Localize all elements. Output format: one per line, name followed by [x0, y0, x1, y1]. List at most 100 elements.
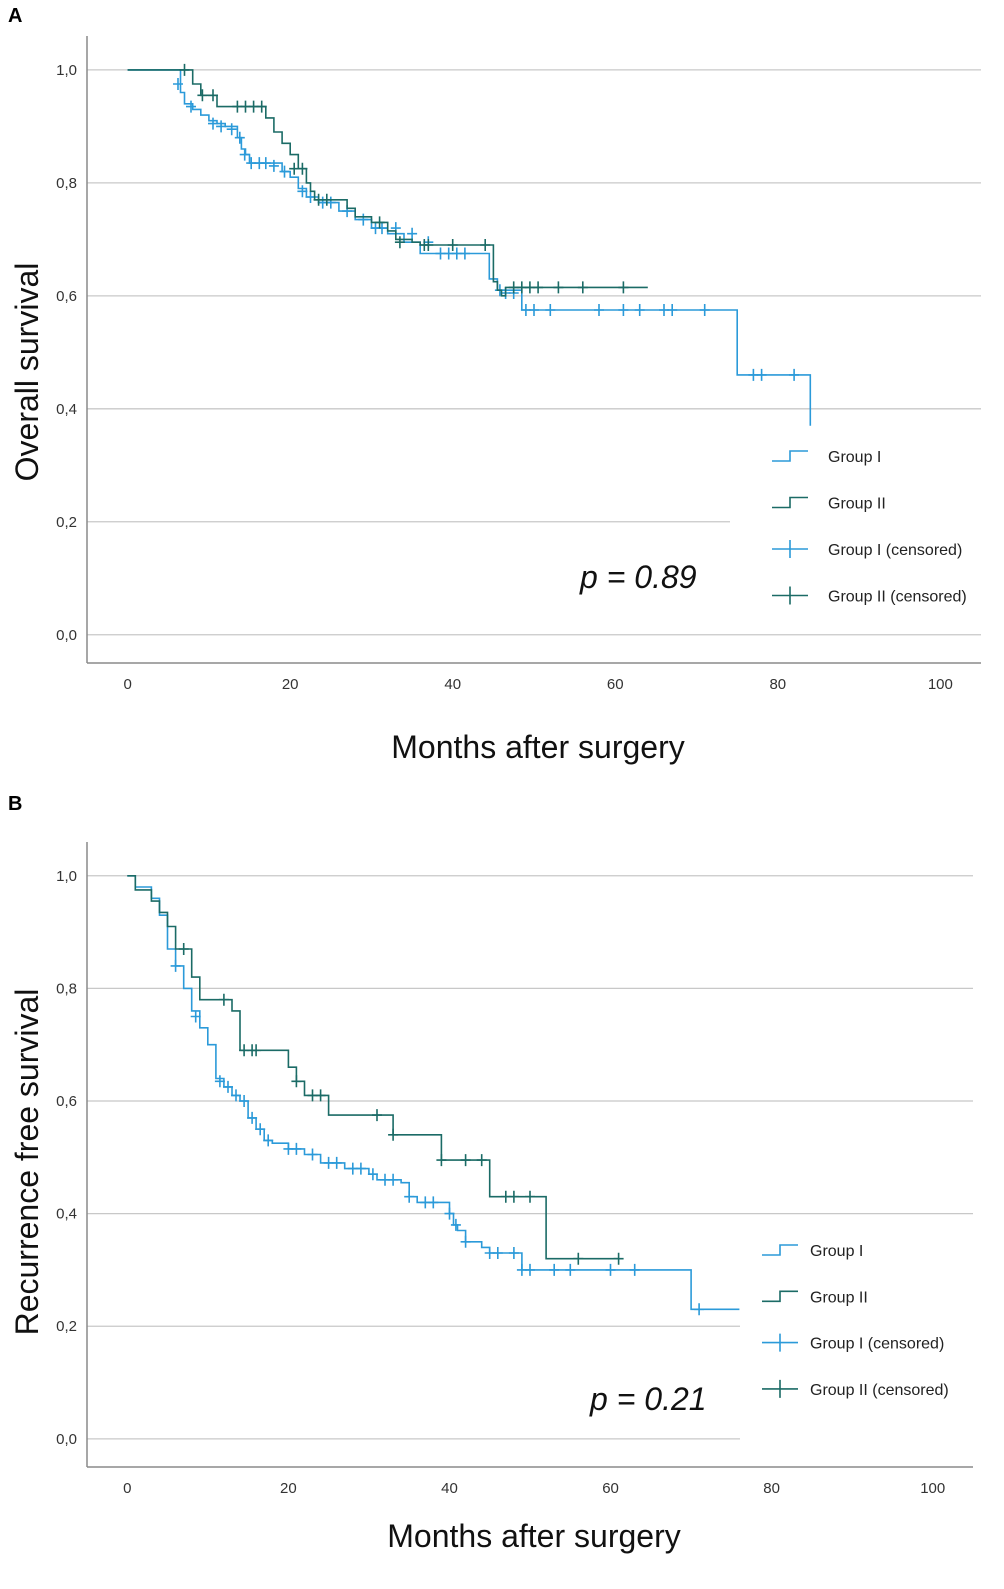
censor-mark: [480, 239, 491, 251]
y-tick-label: 0,6: [56, 1093, 77, 1110]
panel-a-curves: [127, 63, 812, 426]
censor-mark: [190, 1010, 201, 1023]
legend-item-group-2: Group II: [772, 496, 886, 513]
censor-mark: [525, 1190, 535, 1203]
legend-step-symbol-group-1: [772, 450, 808, 462]
censor-mark: [179, 63, 190, 76]
legend-item-group-2: Group II: [762, 1289, 868, 1306]
censor-mark: [618, 304, 629, 316]
x-tick-label: 80: [769, 676, 786, 693]
censor-mark: [667, 304, 678, 316]
legend-item-group-1-censored: Group I (censored): [772, 540, 962, 559]
censor-mark: [197, 89, 208, 102]
censor-mark: [508, 1190, 519, 1203]
panel-b-y-ticks: 0,0 0,2 0,4 0,6 0,8 1,0: [56, 868, 77, 1448]
km-curve-group-2: [127, 875, 619, 1260]
censor-mark: [508, 1247, 519, 1259]
censor-mark: [533, 281, 544, 294]
y-tick-label: 1,0: [56, 62, 77, 79]
censor-mark: [321, 193, 332, 206]
censor-mark: [214, 1075, 225, 1088]
panel-a-x-axis-title: Months after surgery: [391, 729, 684, 765]
censor-mark: [186, 100, 196, 113]
censor-mark: [436, 1154, 447, 1167]
x-tick-label: 20: [280, 1480, 297, 1497]
censor-mark: [374, 216, 385, 229]
censor-mark: [394, 236, 405, 249]
censor-mark: [315, 1089, 326, 1102]
x-tick-label: 40: [441, 1480, 458, 1497]
censor-mark: [355, 1162, 366, 1175]
panel-b-y-axis-title: Recurrence free survival: [9, 989, 45, 1336]
censor-mark: [618, 281, 629, 294]
km-curve-group-1: [127, 69, 812, 426]
censor-mark: [565, 1263, 576, 1276]
legend-item-group-2-censored: Group II (censored): [772, 586, 967, 606]
legend-cross-symbol-group-1: [772, 540, 808, 558]
censor-mark: [476, 1154, 487, 1167]
censor-mark: [694, 1303, 705, 1316]
legend-label-group-2-censored: Group II (censored): [810, 1382, 949, 1399]
censor-mark: [388, 1173, 399, 1186]
legend-label-group-1-censored: Group I (censored): [828, 542, 962, 559]
censor-mark: [291, 1142, 302, 1155]
censor-mark: [594, 304, 604, 316]
censor-mark: [216, 120, 227, 133]
censor-mark: [460, 1154, 471, 1167]
panel-b: B 0,0 0,2 0,4 0,6 0,8 1,0 0 20 40 60 80 100 Recurr…: [8, 793, 973, 1554]
legend-item-group-1: Group I: [772, 449, 881, 466]
legend-label-group-2: Group II: [828, 496, 886, 513]
panel-a-letter: A: [8, 5, 22, 27]
panel-b-curves: [127, 875, 740, 1316]
panel-a-gridlines: [87, 69, 981, 636]
censor-mark: [573, 1252, 584, 1265]
censor-mark: [529, 304, 539, 316]
censor-mark: [173, 78, 183, 90]
censor-mark: [239, 1095, 250, 1107]
panel-a-y-axis-title: Overall survival: [9, 263, 45, 482]
censor-mark: [218, 993, 229, 1006]
censor-mark: [331, 1156, 342, 1169]
censor-mark: [525, 1263, 535, 1276]
censor-mark: [634, 304, 645, 316]
panel-b-letter: B: [8, 793, 22, 815]
y-tick-label: 0,8: [56, 175, 77, 192]
legend-label-group-2: Group II: [810, 1289, 868, 1306]
censor-mark: [260, 157, 271, 170]
legend-cross-symbol-group-2: [772, 586, 808, 605]
panel-a: A 0,0 0,2 0,4 0,6 0,8 1,0 0 20 40 60 80 100 Overal…: [8, 5, 981, 765]
censor-mark: [613, 1252, 624, 1265]
censor-mark: [268, 159, 279, 172]
censor-mark: [231, 1089, 241, 1102]
censor-mark: [234, 131, 245, 144]
censor-mark: [247, 1111, 258, 1124]
km-curve-group-1: [127, 875, 740, 1311]
censor-mark: [450, 1218, 461, 1231]
censor-mark: [256, 100, 267, 113]
x-tick-label: 20: [282, 676, 299, 693]
x-tick-label: 0: [123, 1480, 131, 1497]
censor-mark: [263, 1134, 274, 1147]
panel-a-legend: Group I Group II Group I (censored) Grou…: [772, 449, 967, 606]
censor-mark: [178, 943, 189, 955]
legend-label-group-2-censored: Group II (censored): [828, 589, 967, 606]
panel-b-p-value: p = 0.21: [589, 1381, 707, 1417]
panel-a-y-ticks: 0,0 0,2 0,4 0,6 0,8 1,0: [56, 62, 77, 644]
censor-mark: [307, 1148, 318, 1161]
y-tick-label: 0,4: [56, 1206, 77, 1223]
censor-mark: [208, 117, 218, 130]
censor-mark: [629, 1263, 640, 1276]
censor-mark: [423, 239, 434, 251]
censor-mark: [756, 368, 767, 381]
censor-mark: [459, 247, 470, 260]
censor-mark: [226, 123, 237, 136]
y-tick-label: 0,2: [56, 1318, 77, 1335]
censor-mark: [549, 1263, 560, 1276]
censor-mark: [545, 304, 556, 316]
y-tick-label: 0,0: [56, 1431, 77, 1448]
censor-mark: [789, 368, 800, 381]
censor-mark: [699, 304, 710, 316]
legend-cross-symbol-group-2: [762, 1379, 798, 1398]
legend-cross-symbol-group-1: [762, 1333, 798, 1352]
